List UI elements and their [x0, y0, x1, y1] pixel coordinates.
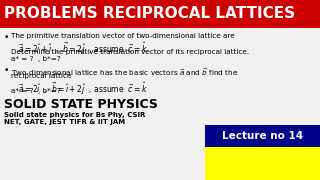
Text: SOLID STATE PHYSICS: SOLID STATE PHYSICS: [4, 98, 158, 111]
Text: The primitive translation vector of two-dimensional lattice are: The primitive translation vector of two-…: [11, 33, 235, 39]
Text: reciprocal lattice: reciprocal lattice: [11, 73, 71, 79]
Text: a* = ?  , b*=?: a* = ? , b*=?: [11, 88, 61, 94]
Text: •: •: [4, 33, 9, 42]
Text: Two-dimensional lattice has the basic vectors $\vec{a}$ and $\vec{b}$ find the: Two-dimensional lattice has the basic ve…: [11, 66, 238, 78]
Text: Determine the primitive translation vector of its reciprocal lattice.: Determine the primitive translation vect…: [11, 49, 249, 55]
Bar: [205, 125, 320, 147]
Bar: [205, 147, 320, 180]
Text: NET, GATE, JEST TIFR & IIT JAM: NET, GATE, JEST TIFR & IIT JAM: [4, 119, 125, 125]
Text: $\vec{a} = 2\hat{\imath}$  ,  $\vec{b} = \hat{\imath} + 2\hat{\jmath}$  , assume: $\vec{a} = 2\hat{\imath}$ , $\vec{b} = \…: [18, 81, 148, 97]
Text: $\vec{a} = 2\hat{\imath}+\hat{\jmath}$  ,  $\vec{b} = 2\hat{\jmath}$  , assume  : $\vec{a} = 2\hat{\imath}+\hat{\jmath}$ ,…: [18, 41, 148, 57]
Text: PROBLEMS RECIPROCAL LATTICES: PROBLEMS RECIPROCAL LATTICES: [4, 6, 295, 21]
Text: a* = ?  , b*=?: a* = ? , b*=?: [11, 56, 61, 62]
Bar: [0, 0, 320, 28]
Text: Solid state physics for Bs Phy, CSIR: Solid state physics for Bs Phy, CSIR: [4, 112, 145, 118]
Text: •: •: [4, 66, 9, 75]
Text: Lecture no 14: Lecture no 14: [222, 131, 303, 141]
